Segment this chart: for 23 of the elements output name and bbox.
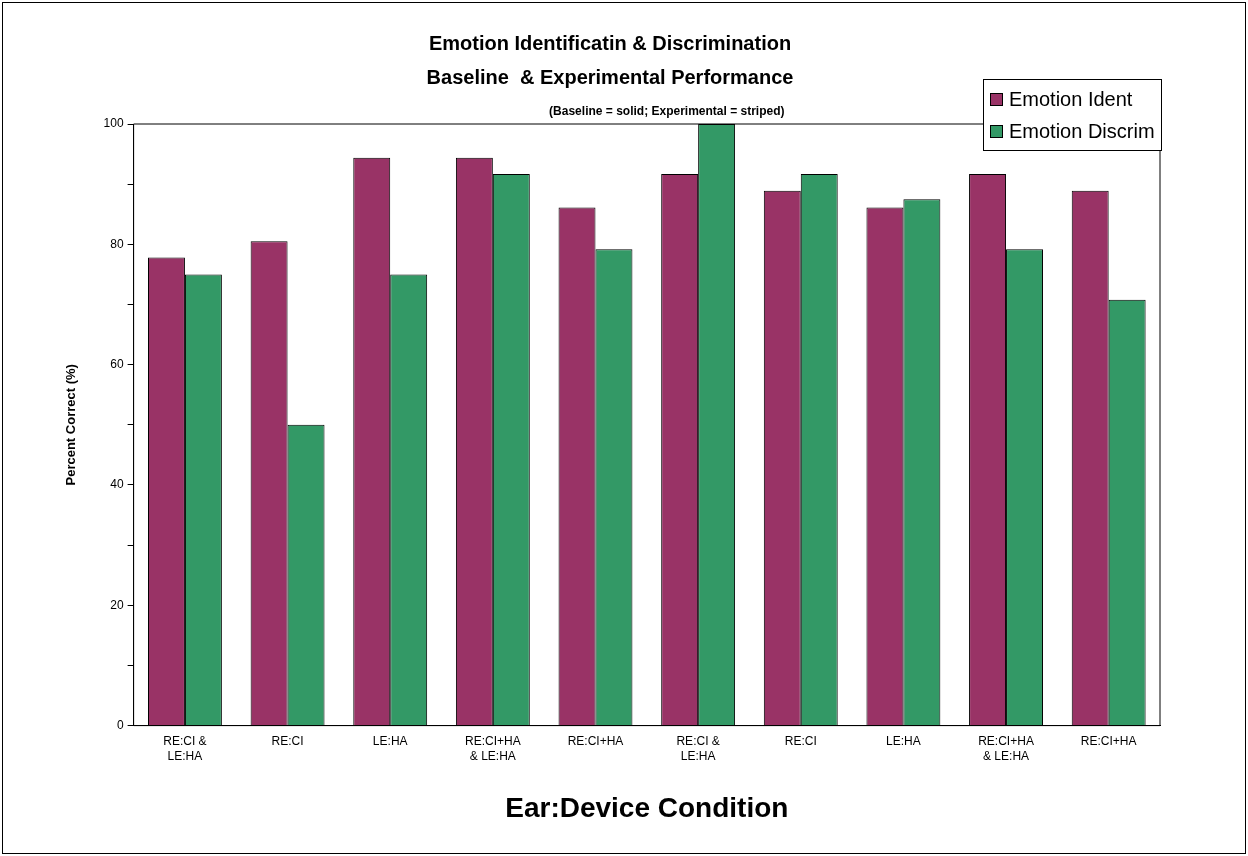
- x-tick-label: RE:CI+HA: [567, 734, 624, 749]
- chart-title: Emotion Identificatin & Discrimination: [428, 31, 792, 54]
- legend-label: Emotion Discrim: [1008, 118, 1155, 144]
- x-tick-label: RE:CI+HA & LE:HA: [978, 734, 1034, 763]
- text: (Baseline = solid; Experimental = striped): [549, 104, 785, 119]
- x-tick-label: RE:CI+HA: [1080, 734, 1137, 749]
- x-tick-label: RE:CI & LE:HA: [676, 734, 720, 763]
- legend-label: Emotion Ident: [1008, 86, 1134, 112]
- x-tick-label: LE:HA: [886, 734, 921, 749]
- x-tick-label: RE:CI+HA & LE:HA: [465, 734, 521, 763]
- y-tick-label: 100: [103, 116, 124, 131]
- x-tick-label: LE:HA: [372, 734, 408, 749]
- y-tick-label: 80: [110, 236, 124, 251]
- chart-subtitle: Baseline & Experimental Performance: [426, 65, 794, 88]
- y-axis-title: Percent Correct (%): [63, 364, 79, 486]
- x-axis-title: Ear:Device Condition: [505, 791, 789, 823]
- x-tick-label: RE:CI & LE:HA: [163, 734, 207, 763]
- y-tick-label: 60: [110, 356, 124, 371]
- x-tick-label: RE:CI: [271, 734, 304, 749]
- y-tick-label: 0: [116, 717, 124, 732]
- y-tick-label: 40: [110, 477, 124, 492]
- x-tick-label: RE:CI: [784, 734, 817, 749]
- y-tick-label: 20: [110, 597, 124, 612]
